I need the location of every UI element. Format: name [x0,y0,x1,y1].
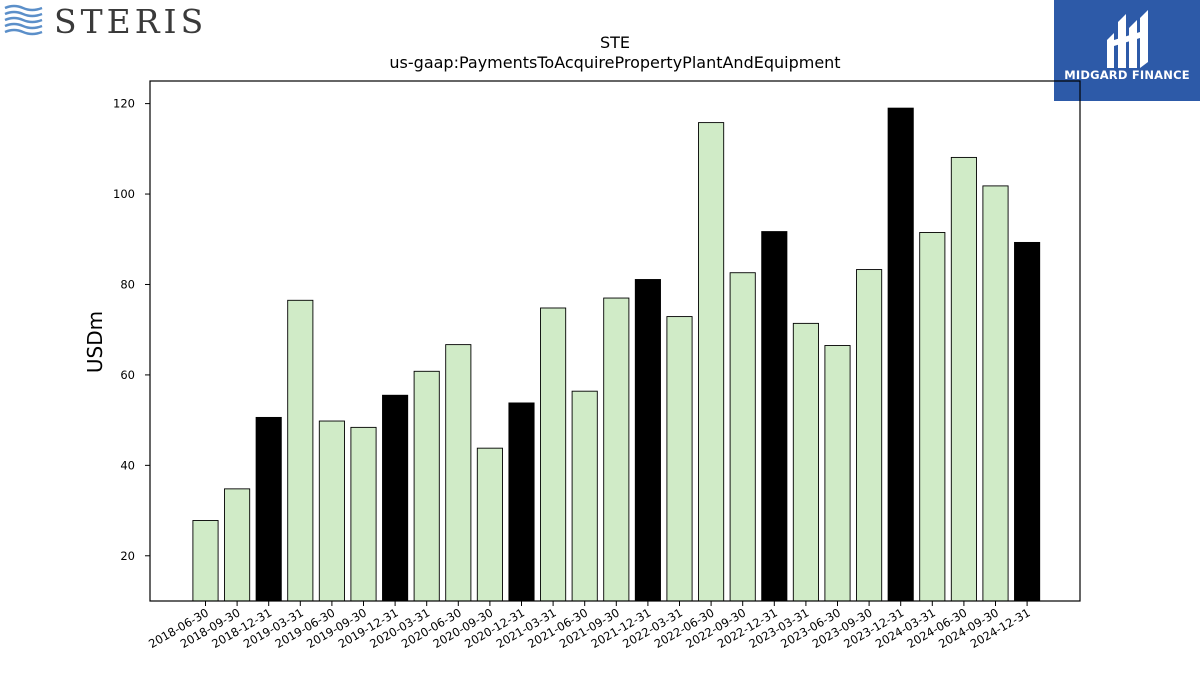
x-tick-label-2019-06-30: 2019-06-30 [273,605,338,651]
chart-subtitle: us-gaap:PaymentsToAcquirePropertyPlantAn… [389,53,840,72]
bar-2021-03-31 [540,307,567,602]
y-tick-label-100: 100 [113,187,135,201]
steris-logo: STERIS [0,0,210,44]
x-tick-label-2020-06-30: 2020-06-30 [399,605,464,651]
plot-frame [149,80,1081,602]
bar-2021-06-30 [571,390,598,602]
x-axis: 2018-06-302018-09-302018-12-312019-03-31… [146,601,1033,651]
bar-2024-12-31 [1014,241,1041,602]
y-tick-label-60: 60 [120,368,135,382]
bar-2018-09-30 [224,488,251,602]
bar-2018-12-31 [255,416,282,602]
bar-2022-12-31 [761,231,788,602]
x-tick-label-2023-06-30: 2023-06-30 [778,605,843,651]
bar-2023-12-31 [887,107,914,602]
bar-2022-09-30 [729,272,756,602]
bar-2021-12-31 [634,279,661,602]
x-tick-label-2020-09-30: 2020-09-30 [431,605,496,651]
x-tick-label-2022-12-31: 2022-12-31 [715,605,780,651]
bar-2021-09-30 [603,297,630,602]
x-tick-label-2019-12-31: 2019-12-31 [336,605,401,651]
x-tick-label-2019-03-31: 2019-03-31 [241,605,306,651]
x-tick-label-2020-12-31: 2020-12-31 [462,605,527,651]
bar-2020-09-30 [476,447,503,602]
x-tick-label-2021-06-30: 2021-06-30 [525,605,590,651]
bar-2023-09-30 [856,269,883,602]
y-tick-label-80: 80 [120,277,135,291]
x-tick-label-2023-03-31: 2023-03-31 [747,605,812,651]
bar-2019-12-31 [382,394,409,602]
y-axis: 20 40 60 80 100 120 [113,97,150,563]
bars-group [192,107,1041,602]
x-tick-label-2022-09-30: 2022-09-30 [683,605,748,651]
bar-2019-06-30 [318,420,345,602]
x-tick-label-2024-09-30: 2024-09-30 [936,605,1001,651]
x-tick-label-2021-09-30: 2021-09-30 [557,605,622,651]
bar-2022-03-31 [666,316,693,602]
bar-2022-06-30 [698,122,725,602]
y-tick-label-120: 120 [113,97,135,111]
x-tick-label-2023-12-31: 2023-12-31 [841,605,906,651]
x-tick-label-2024-06-30: 2024-06-30 [905,605,970,651]
bar-2020-06-30 [445,344,472,602]
steris-wave-icon [4,4,43,36]
bar-2024-09-30 [982,185,1009,602]
y-tick-label-40: 40 [120,458,135,472]
x-tick-label-2020-03-31: 2020-03-31 [367,605,432,651]
y-axis-label: USDm [83,311,107,373]
x-tick-label-2021-03-31: 2021-03-31 [494,605,559,651]
x-tick-label-2022-06-30: 2022-06-30 [652,605,717,651]
bar-2023-03-31 [792,322,819,602]
steris-wordmark: STERIS [54,2,208,41]
bar-2019-09-30 [350,426,377,602]
x-tick-label-2022-03-31: 2022-03-31 [620,605,685,651]
midgard-finance-logo: MIDGARD FINANCE [1054,0,1200,101]
bar-2024-06-30 [950,156,977,602]
bar-2023-06-30 [824,345,851,602]
x-tick-label-2018-12-31: 2018-12-31 [209,605,274,651]
bar-2020-12-31 [508,402,535,602]
bar-2018-06-30 [192,520,219,602]
x-tick-label-2019-09-30: 2019-09-30 [304,605,369,651]
midgard-wordmark: MIDGARD FINANCE [1064,68,1190,82]
midgard-mark-icon [1107,10,1148,68]
x-tick-label-2023-09-30: 2023-09-30 [810,605,875,651]
chart-title: STE [600,33,630,52]
bar-2019-03-31 [287,299,314,602]
x-tick-label-2018-09-30: 2018-09-30 [178,605,243,651]
bar-2020-03-31 [413,370,440,602]
bar-2024-03-31 [919,232,946,602]
x-tick-label-2018-06-30: 2018-06-30 [146,605,211,651]
y-tick-label-20: 20 [120,549,135,563]
x-tick-label-2021-12-31: 2021-12-31 [589,605,654,651]
x-tick-label-2024-03-31: 2024-03-31 [873,605,938,651]
x-tick-label-2024-12-31: 2024-12-31 [968,605,1033,651]
